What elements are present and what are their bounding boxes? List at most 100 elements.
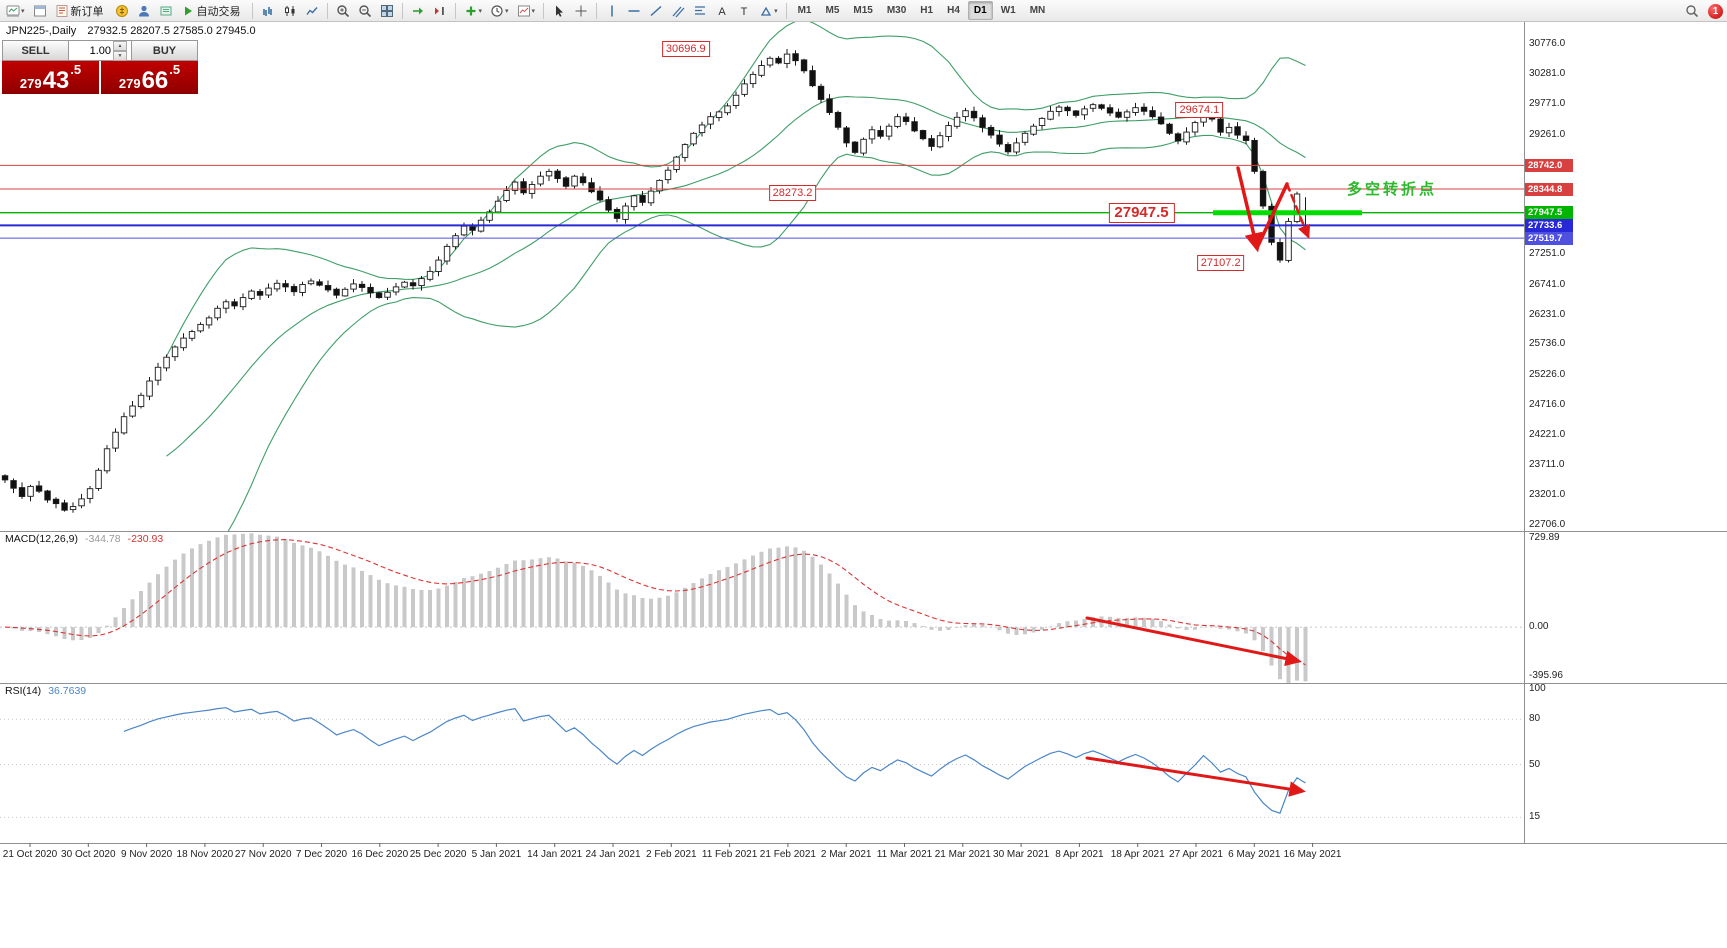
new-order-button[interactable]: 新订单	[52, 1, 110, 20]
search-button[interactable]	[1682, 2, 1702, 21]
periods-button[interactable]: ▾	[487, 1, 512, 20]
clock-icon	[490, 4, 504, 18]
deposit-button[interactable]	[112, 1, 132, 20]
arrows-tool-button[interactable]: ▾	[756, 1, 781, 20]
chart-window: JPN225-,Daily 27932.5 28207.5 27585.0 27…	[0, 22, 1727, 948]
toolbar-separator	[785, 2, 787, 19]
timeframe-w1-button[interactable]: W1	[1000, 5, 1016, 16]
line-chart-mode-button[interactable]	[302, 1, 322, 20]
indicators-list-button[interactable]: ▾	[461, 1, 486, 20]
timeframe-m1-button[interactable]: M1	[797, 5, 812, 16]
toolbar-separator	[326, 2, 328, 19]
hline-icon	[627, 4, 641, 18]
crosshair-icon	[574, 4, 588, 18]
volume-stepper[interactable]: ▲ ▼	[69, 40, 131, 61]
chart-shift-button[interactable]	[430, 1, 450, 20]
zoom-out-button[interactable]	[355, 1, 375, 20]
price-annotation[interactable]: 27947.5	[1108, 202, 1175, 223]
timeframe-mn-button[interactable]: MN	[1029, 5, 1046, 16]
timeframe-h1-button[interactable]: H1	[920, 5, 934, 16]
trend-annotation-text[interactable]: 多空转折点	[1347, 181, 1438, 198]
buy-price[interactable]: 279 66.5	[101, 61, 198, 94]
timeframe-d1-button[interactable]: D1	[967, 1, 993, 20]
horizontal-line-tool-button[interactable]	[624, 1, 644, 20]
play-icon	[181, 4, 195, 18]
timeframe-m15-button[interactable]: M15	[853, 5, 873, 16]
text-icon: A	[715, 4, 729, 18]
autoscroll-icon	[411, 4, 425, 18]
volume-up-button[interactable]: ▲	[113, 41, 127, 51]
price-annotation[interactable]: 30696.9	[661, 41, 710, 57]
crosshair-tool-button[interactable]	[571, 1, 591, 20]
price-annotation[interactable]: 29674.1	[1175, 101, 1224, 118]
toolbar-separator	[596, 2, 598, 19]
toolbar: ▾ 新订单 自动交易 ▾ ▾ ▾ A T ▾ M1 M5 M15 M30 H1 H4 D1 W1 MN 1	[0, 0, 1727, 22]
volume-input[interactable]	[69, 41, 113, 60]
text-tool-button[interactable]: A	[712, 1, 732, 20]
sell-price[interactable]: 279 43.5	[2, 61, 99, 94]
chartnew-icon	[6, 4, 20, 18]
coin-icon	[115, 4, 129, 18]
toolbar-right: 1	[1681, 0, 1723, 22]
person-icon	[137, 4, 151, 18]
channel-icon	[671, 4, 685, 18]
price-annotation[interactable]: 28273.2	[768, 185, 817, 202]
auto-trading-button[interactable]: 自动交易	[178, 1, 247, 20]
window-icon	[33, 4, 47, 18]
buy-button[interactable]: BUY	[131, 40, 198, 61]
candlestick-mode-button[interactable]	[280, 1, 300, 20]
trendline-tool-button[interactable]	[646, 1, 666, 20]
volume-spin-buttons: ▲ ▼	[113, 41, 127, 61]
toolbar-buttons: ▾ 新订单 自动交易 ▾ ▾ ▾ A T ▾ M1 M5 M15 M30 H1 H4 D1 W1 MN	[2, 0, 1052, 21]
fibo-icon	[693, 4, 707, 18]
chevron-down-icon: ▾	[478, 7, 483, 15]
vline-icon	[605, 4, 619, 18]
order-icon	[55, 4, 69, 18]
new-chart-button[interactable]: ▾	[3, 1, 28, 20]
accounts-button[interactable]	[134, 1, 154, 20]
tile-windows-button[interactable]	[377, 1, 397, 20]
bars-icon	[261, 4, 275, 18]
buy-price-big: 66	[141, 67, 169, 95]
toolbar-separator	[543, 2, 545, 19]
news-icon	[159, 4, 173, 18]
label-icon: T	[737, 4, 751, 18]
svg-text:T: T	[741, 6, 748, 18]
toolbar-separator	[401, 2, 403, 19]
zoomout-icon	[358, 4, 372, 18]
chevron-down-icon: ▾	[774, 7, 778, 15]
sell-price-fraction: .5	[70, 62, 82, 77]
buy-price-fraction: .5	[169, 62, 181, 77]
chevron-down-icon: ▾	[21, 7, 25, 15]
search-icon	[1685, 4, 1699, 18]
window-list-button[interactable]	[30, 1, 50, 20]
template-icon	[517, 4, 531, 18]
vertical-line-tool-button[interactable]	[602, 1, 622, 20]
notification-badge[interactable]: 1	[1708, 3, 1723, 19]
indicators-icon	[464, 4, 478, 18]
sell-price-big: 43	[42, 67, 70, 95]
shapes-icon	[759, 4, 773, 18]
channel-tool-button[interactable]	[668, 1, 688, 20]
price-annotation[interactable]: 27107.2	[1196, 254, 1245, 271]
zoom-in-button[interactable]	[333, 1, 353, 20]
auto-trading-label: 自动交易	[196, 5, 241, 18]
fibonacci-tool-button[interactable]	[690, 1, 710, 20]
timeframe-h4-button[interactable]: H4	[947, 5, 960, 16]
toolbar-separator	[454, 2, 456, 19]
sell-button[interactable]: SELL	[2, 40, 69, 61]
volume-down-button[interactable]: ▼	[113, 51, 127, 61]
sell-price-prefix: 279	[19, 75, 42, 91]
cursor-tool-button[interactable]	[549, 1, 569, 20]
chevron-down-icon: ▾	[531, 7, 536, 15]
price-chart-canvas[interactable]	[0, 22, 1727, 948]
templates-button[interactable]: ▾	[514, 1, 539, 20]
svg-text:A: A	[718, 6, 726, 18]
timeframe-m5-button[interactable]: M5	[825, 5, 840, 16]
auto-scroll-button[interactable]	[408, 1, 428, 20]
timeframe-m30-button[interactable]: M30	[886, 5, 907, 16]
news-button[interactable]	[156, 1, 176, 20]
label-tool-button[interactable]: T	[734, 1, 754, 20]
bar-chart-mode-button[interactable]	[258, 1, 278, 20]
